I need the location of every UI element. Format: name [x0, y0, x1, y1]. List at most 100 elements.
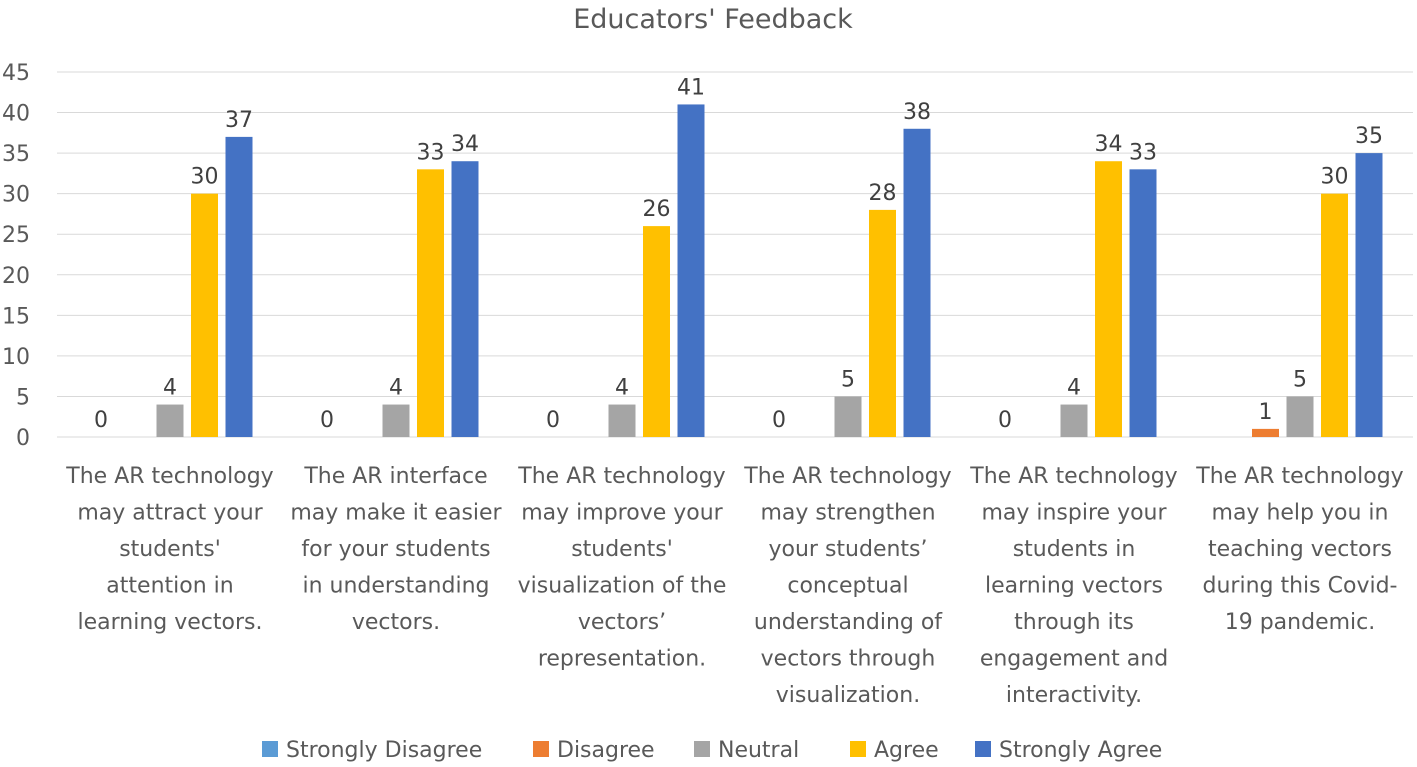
data-label: 33 [1129, 140, 1157, 165]
chart-title: Educators' Feedback [573, 4, 853, 35]
y-tick-label: 5 [16, 385, 30, 410]
category-label: The AR technology [517, 464, 725, 489]
data-label: 1 [1259, 400, 1273, 425]
data-label: 33 [417, 140, 445, 165]
bar [834, 396, 862, 437]
category-label: The AR technology [969, 464, 1177, 489]
data-label: 41 [677, 75, 705, 100]
category-label: may inspire your [981, 501, 1167, 526]
bar [1355, 153, 1383, 437]
legend-label: Agree [874, 738, 939, 763]
bar [643, 226, 670, 437]
data-label: 4 [389, 376, 403, 401]
category-label: learning vectors. [78, 610, 263, 635]
category-label: 19 pandemic. [1225, 610, 1376, 635]
category-label: engagement and [980, 647, 1168, 672]
category-label: The AR interface [303, 464, 487, 489]
bar [869, 209, 896, 437]
category-label: teaching vectors [1208, 537, 1392, 562]
category-label: visualization. [776, 683, 920, 708]
data-label: 0 [998, 408, 1012, 433]
y-tick-label: 45 [2, 61, 30, 86]
y-tick-label: 15 [2, 304, 30, 329]
data-label: 4 [1067, 376, 1081, 401]
legend-label: Disagree [557, 738, 655, 763]
category-label: attention in [106, 574, 233, 599]
category-label: your students’ [768, 537, 927, 562]
data-label: 30 [191, 165, 219, 190]
y-tick-label: 40 [2, 102, 30, 127]
y-tick-label: 0 [16, 426, 30, 451]
data-label: 35 [1355, 124, 1383, 149]
category-label: conceptual [787, 574, 908, 599]
data-label: 0 [546, 408, 560, 433]
data-label: 34 [1095, 132, 1123, 157]
legend-swatch [850, 741, 866, 757]
data-label: 26 [643, 197, 671, 222]
category-label: The AR technology [65, 464, 273, 489]
data-label: 4 [163, 376, 177, 401]
category-labels: The AR technology may attract your student… [65, 464, 1403, 708]
data-label: 0 [94, 408, 108, 433]
bar [225, 136, 253, 437]
category-label: may attract your [77, 501, 263, 526]
category-label: understanding of [754, 610, 943, 635]
category-label: vectors. [352, 610, 440, 635]
bar [1129, 169, 1157, 438]
category-label: The AR technology [743, 464, 951, 489]
legend: Strongly Disagree Disagree Neutral Agree Str… [262, 738, 1162, 763]
data-label: 28 [869, 181, 897, 206]
category-label: through its [1014, 610, 1134, 635]
bar [903, 128, 931, 437]
category-label: may improve your [521, 501, 723, 526]
bar [382, 404, 410, 437]
bar [1321, 193, 1348, 437]
data-label: 0 [320, 408, 334, 433]
bar [1286, 396, 1314, 437]
gridlines [57, 71, 1413, 438]
legend-swatch [975, 741, 991, 757]
bar [1095, 161, 1122, 437]
data-label: 0 [772, 408, 786, 433]
bar [677, 104, 705, 437]
data-label: 5 [1293, 367, 1307, 392]
data-label: 34 [451, 132, 479, 157]
y-tick-label: 20 [2, 264, 30, 289]
bar [417, 169, 444, 438]
data-label: 30 [1321, 165, 1349, 190]
bar [1060, 404, 1088, 437]
legend-swatch [262, 741, 278, 757]
data-label: 38 [903, 100, 931, 125]
bar [608, 404, 636, 437]
y-tick-label: 35 [2, 142, 30, 167]
data-label: 4 [615, 376, 629, 401]
category-label: learning vectors [985, 574, 1163, 599]
category-label: during this Covid- [1203, 574, 1398, 599]
category-label: The AR technology [1195, 464, 1403, 489]
legend-label: Strongly Disagree [286, 738, 482, 763]
bar [156, 404, 184, 437]
data-label: 5 [841, 367, 855, 392]
category-label: visualization of the [518, 574, 727, 599]
legend-swatch [533, 741, 549, 757]
category-label: may strengthen [760, 501, 935, 526]
category-label: in understanding [303, 574, 490, 599]
category-label: vectors’ [578, 610, 666, 635]
category-label: students' [571, 537, 673, 562]
category-label: may make it easier [290, 501, 502, 526]
category-label: may help you in [1212, 501, 1389, 526]
legend-label: Neutral [718, 738, 799, 763]
category-label: students in [1013, 537, 1136, 562]
category-label: representation. [538, 647, 706, 672]
bar [191, 193, 218, 437]
bar [451, 161, 479, 437]
category-label: vectors through [761, 647, 936, 672]
y-axis-ticks: 0 5 10 15 20 25 30 35 40 45 [2, 61, 30, 451]
legend-label: Strongly Agree [999, 738, 1162, 763]
legend-swatch [694, 741, 710, 757]
y-tick-label: 30 [2, 183, 30, 208]
data-label: 37 [225, 108, 253, 133]
bar [1252, 428, 1279, 437]
